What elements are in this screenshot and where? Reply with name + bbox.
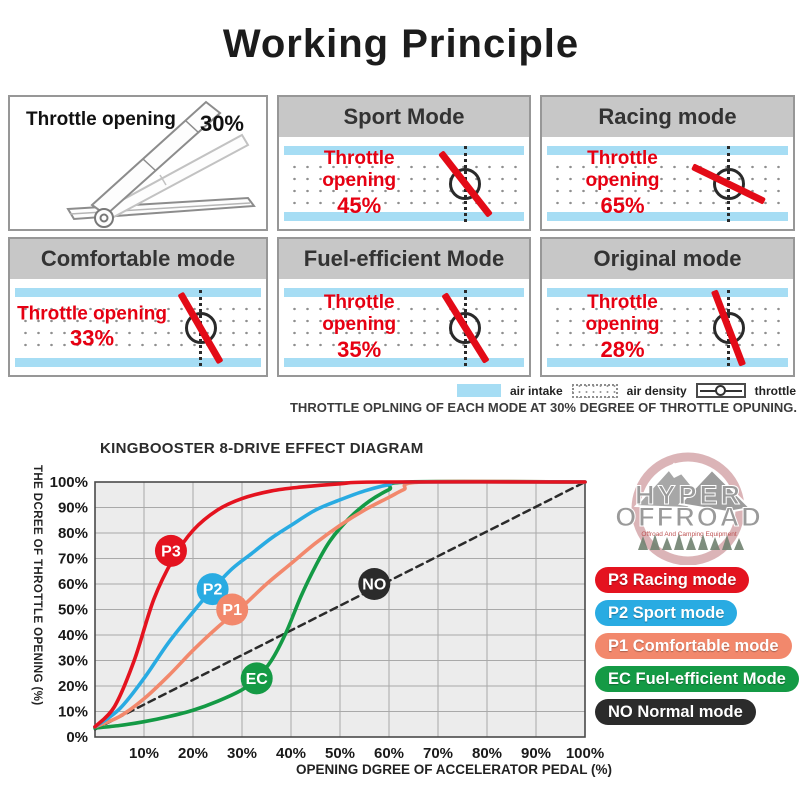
effect-chart: 10% 20% 30% 40% 50% 60% 70% 80% 90% 100% 0% 10% 20% 3… [50, 474, 605, 762]
air-intake-stripe [547, 212, 788, 221]
svg-text:100%: 100% [50, 474, 88, 491]
mode-panel-title: Sport Mode [279, 97, 529, 137]
legend-pill-no: NO Normal mode [595, 699, 756, 725]
svg-text:P3: P3 [161, 543, 181, 560]
air-density-swatch [571, 383, 618, 398]
throttle-shaft-circle [449, 167, 481, 200]
svg-text:60%: 60% [58, 576, 88, 593]
air-density-dots [547, 158, 788, 209]
page-title: Working Principle [222, 22, 580, 66]
svg-text:20%: 20% [58, 678, 88, 695]
pedal-panel: Throttle opening 30% [8, 95, 268, 231]
svg-text:10%: 10% [129, 745, 159, 762]
svg-text:40%: 40% [276, 745, 306, 762]
throttle-opening-text: Throttle opening 28% [585, 291, 660, 363]
air-density-label: air density [626, 383, 687, 398]
air-intake-label: air intake [509, 383, 563, 398]
legend-pill-ec: EC Fuel-efficient Mode [595, 666, 799, 692]
air-intake-stripe [284, 146, 524, 155]
mode-panel: Original mode Throttle opening 28% [540, 237, 795, 377]
caption: THROTTLE OPLNING OF EACH MODE AT 30% DEG… [289, 400, 797, 415]
svg-text:40%: 40% [58, 627, 88, 644]
air-intake-stripe [547, 288, 788, 297]
legend-pill-p1: P1 Comfortable mode [595, 633, 792, 659]
mode-panel-title: Comfortable mode [10, 239, 266, 279]
air-intake-stripe [547, 358, 788, 367]
svg-text:50%: 50% [325, 745, 355, 762]
throttle-opening-text: Throttle opening 45% [322, 147, 397, 219]
throttle-body-diagram: Throttle opening 33% [13, 284, 263, 371]
air-density-dots [284, 158, 524, 209]
pedal-panel-label: Throttle opening [26, 109, 176, 130]
air-intake-stripe [284, 212, 524, 221]
air-legend: air intake air density throttle [456, 383, 796, 398]
air-density-dots [15, 300, 261, 355]
chart-title: KINGBOOSTER 8-DRIVE EFFECT DIAGRAM [100, 440, 424, 457]
throttle-shaft-circle [712, 311, 745, 344]
air-density-dots [547, 300, 788, 355]
hyper-offroad-logo: HYPER OFFROAD Offroad And Camping Equipm… [615, 452, 762, 565]
mode-panel-title: Racing mode [542, 97, 793, 137]
svg-text:50%: 50% [58, 602, 88, 619]
svg-text:30%: 30% [58, 653, 88, 670]
air-intake-stripe [547, 146, 788, 155]
svg-text:70%: 70% [423, 745, 453, 762]
mountains-icon [633, 462, 753, 514]
logo-tagline: Offroad And Camping Equipment [641, 531, 736, 538]
svg-text:70%: 70% [58, 551, 88, 568]
svg-text:0%: 0% [66, 729, 88, 746]
trees-icon [638, 533, 744, 550]
svg-text:EC: EC [246, 671, 269, 688]
svg-text:P2: P2 [203, 582, 223, 599]
logo-line2: OFFROAD [615, 502, 762, 532]
chart-legend: P3 Racing mode P2 Sport mode P1 Comfortabl… [595, 567, 799, 725]
mode-panel: Comfortable mode Throttle opening 33% [8, 237, 268, 377]
throttle-opening-text: Throttle opening 35% [322, 291, 397, 363]
svg-text:100%: 100% [566, 745, 604, 762]
legend-pill-p2: P2 Sport mode [595, 600, 738, 626]
air-intake-stripe [284, 358, 524, 367]
pedal-diagram: Throttle opening 30% [10, 97, 266, 229]
throttle-swatch [695, 383, 746, 398]
throttle-body-diagram: Throttle opening 45% [282, 142, 526, 225]
svg-text:20%: 20% [178, 745, 208, 762]
svg-text:30%: 30% [227, 745, 257, 762]
throttle-shaft-circle [184, 311, 217, 344]
throttle-shaft-circle [712, 167, 745, 200]
svg-text:P1: P1 [222, 602, 242, 619]
svg-text:80%: 80% [58, 525, 88, 542]
throttle-opening-text: Throttle opening 33% [17, 302, 167, 351]
mode-panel: Fuel-efficient Mode Throttle opening 35% [277, 237, 531, 377]
svg-text:90%: 90% [521, 745, 551, 762]
y-axis-title: THE DCREE OF THROTTLE OPENING (%) [31, 465, 43, 706]
mode-panel-title: Original mode [542, 239, 793, 279]
mode-panel: Sport Mode Throttle opening 45% [277, 95, 531, 231]
mode-panel-title: Fuel-efficient Mode [279, 239, 529, 279]
x-axis-title: OPENING DGREE OF ACCELERATOR PEDAL (%) [295, 762, 612, 777]
throttle-label: throttle [754, 383, 796, 398]
accelerator-pedal-icon [66, 100, 256, 228]
throttle-body-diagram: Throttle opening 35% [282, 284, 526, 371]
svg-text:90%: 90% [58, 500, 88, 517]
legend-pill-p3: P3 Racing mode [595, 567, 750, 593]
throttle-body-diagram: Throttle opening 65% [545, 142, 790, 225]
svg-text:NO: NO [362, 577, 386, 594]
air-density-dots [284, 300, 524, 355]
air-intake-stripe [15, 358, 261, 367]
throttle-opening-text: Throttle opening 65% [585, 147, 660, 219]
air-intake-stripe [284, 288, 524, 297]
logo-line1: HYPER [635, 480, 743, 510]
throttle-body-diagram: Throttle opening 28% [545, 284, 790, 371]
pedal-panel-value: 30% [199, 111, 244, 136]
air-intake-swatch [456, 384, 501, 397]
svg-text:10%: 10% [58, 704, 88, 721]
air-intake-stripe [15, 288, 261, 297]
svg-text:80%: 80% [472, 745, 502, 762]
mode-panel: Racing mode Throttle opening 65% [540, 95, 795, 231]
throttle-shaft-circle [449, 311, 481, 344]
svg-text:60%: 60% [374, 745, 404, 762]
mode-panels: Throttle opening 30% Sport Mode Throttle… [8, 95, 795, 377]
